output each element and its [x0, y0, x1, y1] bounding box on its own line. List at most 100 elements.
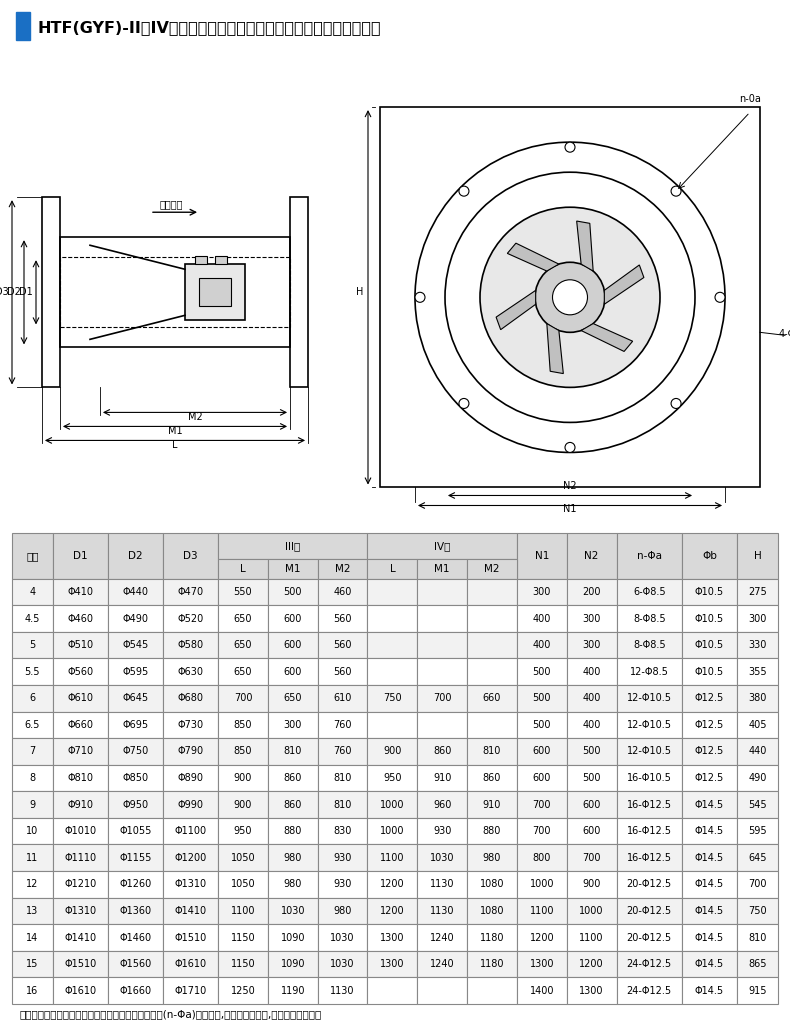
Text: 8-Φ8.5: 8-Φ8.5: [633, 614, 666, 623]
Bar: [199, 278, 231, 306]
Bar: [517, 533, 566, 579]
Bar: [268, 924, 318, 951]
Text: 1150: 1150: [231, 933, 255, 943]
Bar: [517, 579, 566, 605]
Bar: [12, 871, 53, 897]
Bar: [467, 685, 517, 712]
Circle shape: [671, 398, 681, 409]
Bar: [108, 533, 163, 579]
Bar: [616, 533, 682, 579]
Bar: [467, 845, 517, 871]
Text: 1030: 1030: [280, 906, 305, 916]
Bar: [163, 738, 218, 765]
Text: Φ12.5: Φ12.5: [695, 773, 724, 783]
Bar: [737, 579, 778, 605]
Circle shape: [565, 142, 575, 152]
Bar: [108, 924, 163, 951]
Text: 1100: 1100: [579, 933, 604, 943]
Bar: [53, 951, 108, 977]
Bar: [682, 685, 737, 712]
Bar: [318, 871, 367, 897]
Bar: [16, 12, 30, 40]
Bar: [268, 977, 318, 1004]
Bar: [682, 765, 737, 792]
Text: Φ810: Φ810: [67, 773, 93, 783]
Bar: [417, 658, 467, 685]
Bar: [163, 792, 218, 818]
Bar: [616, 579, 682, 605]
Bar: [467, 977, 517, 1004]
Text: 5: 5: [29, 641, 36, 650]
Bar: [218, 738, 268, 765]
Bar: [367, 977, 417, 1004]
Bar: [108, 631, 163, 658]
Bar: [218, 845, 268, 871]
Bar: [53, 871, 108, 897]
Bar: [467, 579, 517, 605]
Bar: [218, 977, 268, 1004]
Text: 7: 7: [29, 746, 36, 757]
Bar: [108, 977, 163, 1004]
Bar: [108, 792, 163, 818]
Bar: [108, 712, 163, 738]
Text: Φ660: Φ660: [67, 720, 93, 730]
Text: 1080: 1080: [480, 906, 504, 916]
Text: 300: 300: [748, 614, 767, 623]
Bar: [682, 845, 737, 871]
Bar: [268, 897, 318, 924]
Bar: [737, 924, 778, 951]
Text: 1400: 1400: [529, 985, 554, 996]
Text: 980: 980: [284, 880, 302, 889]
Bar: [60, 237, 290, 348]
Text: 980: 980: [333, 906, 352, 916]
Bar: [616, 977, 682, 1004]
Text: 400: 400: [582, 667, 600, 677]
Text: n-0a: n-0a: [739, 94, 761, 105]
Bar: [163, 765, 218, 792]
Text: Φ630: Φ630: [178, 667, 204, 677]
Text: N1: N1: [535, 551, 549, 561]
Text: 1100: 1100: [231, 906, 255, 916]
Bar: [616, 924, 682, 951]
Text: Φ1560: Φ1560: [119, 959, 152, 969]
Bar: [53, 631, 108, 658]
Text: Φ1710: Φ1710: [175, 985, 207, 996]
Bar: [163, 685, 218, 712]
Text: 300: 300: [284, 720, 302, 730]
Text: 1030: 1030: [330, 933, 355, 943]
Bar: [616, 685, 682, 712]
Text: 400: 400: [532, 641, 551, 650]
Text: 1090: 1090: [280, 959, 305, 969]
Text: 12: 12: [26, 880, 39, 889]
Text: 610: 610: [333, 693, 352, 704]
Bar: [467, 792, 517, 818]
Text: L: L: [240, 564, 246, 573]
Text: Φb: Φb: [702, 551, 717, 561]
Text: 1090: 1090: [280, 933, 305, 943]
Text: 900: 900: [582, 880, 600, 889]
Text: Φ1410: Φ1410: [175, 906, 207, 916]
Bar: [517, 897, 566, 924]
Text: 650: 650: [234, 614, 252, 623]
Text: Φ1010: Φ1010: [64, 826, 96, 836]
Bar: [53, 605, 108, 631]
Text: Φ10.5: Φ10.5: [695, 614, 724, 623]
Text: 915: 915: [748, 985, 767, 996]
Bar: [53, 792, 108, 818]
Text: 910: 910: [483, 800, 501, 809]
Bar: [417, 977, 467, 1004]
Circle shape: [459, 398, 469, 409]
Bar: [367, 605, 417, 631]
Bar: [682, 792, 737, 818]
Text: 600: 600: [284, 614, 302, 623]
Text: 810: 810: [333, 800, 352, 809]
Bar: [163, 605, 218, 631]
Bar: [218, 631, 268, 658]
Text: 850: 850: [234, 746, 252, 757]
Polygon shape: [507, 243, 559, 271]
Text: 880: 880: [284, 826, 302, 836]
Text: 950: 950: [383, 773, 401, 783]
Bar: [53, 765, 108, 792]
Text: 400: 400: [582, 720, 600, 730]
Text: M1: M1: [435, 564, 450, 573]
